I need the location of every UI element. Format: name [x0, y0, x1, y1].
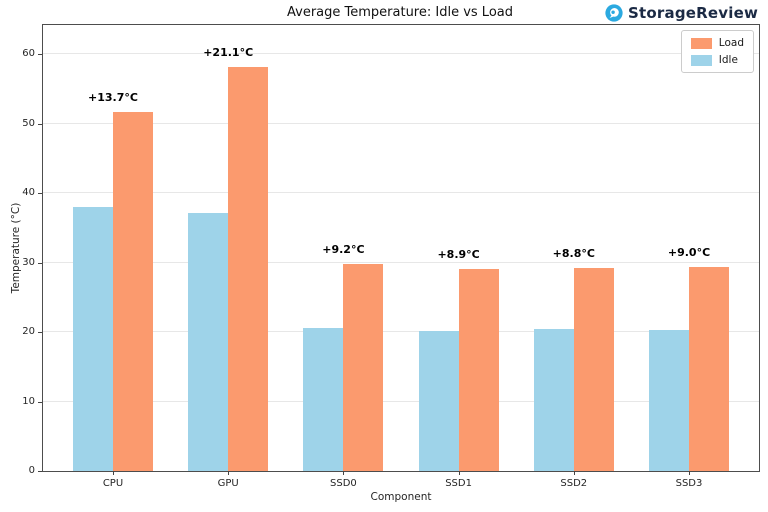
bar-load-gpu	[228, 66, 269, 471]
x-tick	[228, 471, 230, 475]
bar-load-ssd2	[573, 268, 614, 471]
gridline	[43, 261, 759, 263]
bar-load-ssd1	[458, 268, 499, 471]
bar-idle-ssd3	[649, 329, 689, 471]
bar-load-ssd3	[689, 267, 729, 471]
plot-area: Temperature (°C) Component Load Idle 0 10 2…	[10, 24, 760, 503]
y-tick-label: 0	[28, 465, 35, 476]
delta-annotation-ssd2: +8.8°C	[552, 247, 595, 261]
legend-swatch-load	[690, 37, 712, 49]
bar-load-ssd0	[343, 263, 384, 471]
x-tick-label-ssd1: SSD1	[445, 478, 472, 489]
gridline	[43, 400, 759, 402]
legend-swatch-idle	[690, 54, 712, 66]
y-tick	[38, 262, 42, 264]
delta-annotation-gpu: +21.1°C	[203, 45, 254, 59]
chart-title: Average Temperature: Idle vs Load	[287, 5, 513, 20]
y-tick	[38, 193, 42, 195]
bar-idle-ssd2	[533, 329, 574, 471]
x-tick	[343, 471, 345, 475]
legend-item-idle: Idle	[690, 54, 744, 66]
gridline	[43, 53, 759, 55]
legend-item-load: Load	[690, 37, 744, 49]
bar-idle-ssd0	[303, 327, 344, 471]
delta-annotation-ssd3: +9.0°C	[667, 246, 711, 260]
x-tick-label-gpu: GPU	[217, 478, 239, 489]
legend: Load Idle	[680, 30, 754, 73]
x-tick	[573, 471, 575, 475]
delta-annotation-ssd0: +9.2°C	[322, 242, 365, 256]
y-tick	[38, 123, 42, 125]
brand-logo: StorageReview	[605, 4, 758, 22]
bar-idle-ssd1	[418, 330, 459, 471]
x-tick-label-cpu: CPU	[102, 478, 124, 489]
storagereview-logo-icon	[605, 4, 623, 22]
x-tick-label-ssd3: SSD3	[675, 478, 703, 489]
x-tick	[458, 471, 460, 475]
y-tick	[38, 401, 42, 403]
brand-name: StorageReview	[628, 4, 758, 22]
x-axis-label: Component	[370, 491, 432, 503]
bar-idle-cpu	[73, 207, 113, 471]
x-tick	[113, 471, 114, 475]
bar-load-cpu	[113, 111, 153, 471]
y-axis-label: Temperature (°C)	[10, 202, 22, 294]
y-tick-label: 30	[22, 256, 35, 268]
y-tick-label: 20	[22, 326, 35, 338]
bar-idle-gpu	[188, 213, 229, 471]
gridline	[43, 331, 759, 333]
y-tick-label: 10	[22, 395, 35, 407]
y-tick-label: 40	[22, 187, 35, 199]
x-tick-label-ssd0: SSD0	[330, 478, 357, 489]
gridline	[43, 122, 759, 124]
x-tick-label-ssd2: SSD2	[560, 478, 588, 489]
delta-annotation-ssd1: +8.9°C	[437, 247, 480, 261]
x-tick	[689, 471, 690, 475]
gridline	[43, 192, 759, 194]
legend-label-load: Load	[718, 37, 744, 49]
y-tick	[38, 471, 42, 472]
y-tick	[38, 332, 42, 334]
y-tick-label: 50	[22, 117, 35, 129]
delta-annotation-cpu: +13.7°C	[88, 90, 138, 104]
legend-label-idle: Idle	[718, 54, 738, 66]
y-tick	[38, 54, 42, 56]
y-tick-label: 60	[22, 48, 35, 60]
